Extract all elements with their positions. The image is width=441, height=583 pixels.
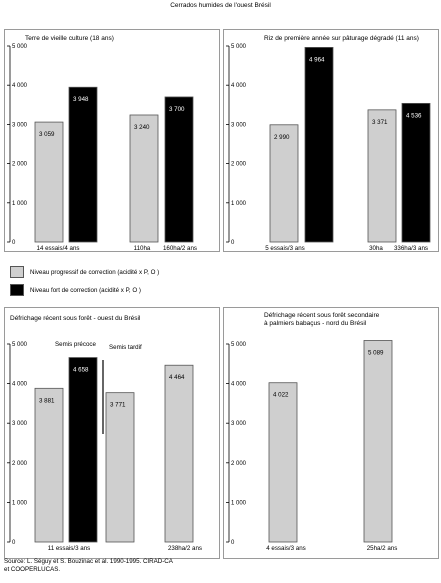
bar [269,124,299,243]
bar [68,86,98,243]
bar [129,114,159,243]
y-tick-label: 1 000 [231,201,247,207]
chart-title: Défrichage récent sous forêt secondaire [264,312,380,319]
legend: Niveau progressif de correction (acidité… [10,265,159,301]
bar-value-label: 3 881 [39,397,55,404]
legend-item-light: Niveau progressif de correction (acidité… [10,265,159,279]
y-tick-label: 0 [231,240,235,246]
legend-label-dark: Niveau fort de correction (acidité x P, … [30,286,141,294]
bar [105,392,135,543]
y-tick-label: 3 000 [231,122,247,128]
source-line-1: Source: L. Séguy et S. Bouzinac et al. 1… [4,558,173,565]
y-tick-label: 0 [12,540,16,546]
bar [304,47,334,243]
chart-annotation: Semis tardif [109,344,142,351]
y-tick-label: 1 000 [231,500,247,506]
chart-title: Terre de vieille culture (18 ans) [25,35,114,42]
bar-value-label: 3 059 [39,131,55,138]
x-tick-label: 11 essais/3 ans [48,545,91,552]
chart-title: Défrichage récent sous forêt - ouest du … [10,315,141,322]
y-tick-label: 1 000 [12,201,28,207]
y-tick-label: 2 000 [231,461,247,467]
bar [401,102,431,243]
x-tick-label: 336ha/3 ans [394,245,428,252]
y-tick-label: 3 000 [12,421,28,427]
y-tick-label: 0 [12,240,16,246]
page-title: Cerrados humides de l'ouest Brésil [170,2,271,9]
y-tick-label: 4 000 [231,83,247,89]
source-note: Source: L. Séguy et S. Bouzinac et al. 1… [4,558,173,574]
chart-2: Riz de première année sur pâturage dégra… [226,35,431,252]
y-tick-label: 0 [231,540,235,546]
y-tick-label: 5 000 [231,342,247,348]
bar [34,121,64,243]
legend-swatch-dark [10,284,24,296]
chart-annotation: Semis précoce [55,341,96,348]
y-tick-label: 3 000 [12,122,28,128]
x-tick-label: 160ha/2 ans [163,245,197,252]
chart-panel-1: Terre de vieille culture (18 ans) 0 1 000 2… [4,29,220,252]
bar-value-label: 2 990 [274,134,290,141]
chart-title: Riz de première année sur pâturage dégra… [264,35,419,42]
chart-3: Défrichage récent sous forêt - ouest du … [7,315,202,552]
chart-4: Défrichage récent sous forêt secondaireà… [226,312,398,552]
x-tick-label: 110ha [134,245,151,252]
chart-panel-2: Riz de première année sur pâturage dégra… [223,29,439,252]
bar [68,357,98,543]
bar [164,364,194,543]
bar [164,96,194,243]
bar-value-label: 4 022 [273,392,289,399]
y-tick-label: 4 000 [12,382,28,388]
bar [367,109,397,243]
bar [268,382,298,543]
bar-value-label: 3 700 [169,106,185,113]
chart-subtitle: à palmiers babaçus - nord du Brésil [264,320,367,327]
bar [363,340,393,543]
legend-label-light: Niveau progressif de correction (acidité… [30,268,160,276]
x-tick-label: 238ha/2 ans [168,545,202,552]
y-tick-label: 3 000 [231,421,247,427]
chart-panel-3: Défrichage récent sous forêt - ouest du … [4,307,220,559]
legend-swatch-light [10,266,24,278]
bar-value-label: 4 464 [169,374,185,381]
y-tick-label: 5 000 [12,44,28,50]
y-tick-label: 5 000 [12,342,28,348]
bar-value-label: 4 658 [73,367,89,374]
source-line-2: et COOPERLUCAS. [4,566,61,573]
y-tick-label: 2 000 [12,461,28,467]
y-tick-label: 4 000 [12,83,28,89]
bar-value-label: 5 089 [368,349,384,356]
bar-value-label: 3 771 [110,402,126,409]
x-tick-label: 5 essais/3 ans [265,245,305,252]
y-tick-label: 2 000 [12,162,28,168]
y-tick-label: 4 000 [231,382,247,388]
legend-item-dark: Niveau fort de correction (acidité x P, … [10,283,159,297]
bar-value-label: 3 371 [372,119,388,126]
y-tick-label: 2 000 [231,162,247,168]
x-tick-label: 14 essais/4 ans [37,245,80,252]
chart-1: Terre de vieille culture (18 ans) 0 1 000 2… [7,35,197,252]
x-tick-label: 25ha/2 ans [367,545,398,552]
y-tick-label: 5 000 [231,44,247,50]
bar-value-label: 4 964 [309,56,325,63]
x-tick-label: 30ha [369,245,383,252]
bar-value-label: 3 948 [73,96,89,103]
chart-panel-4: Défrichage récent sous forêt secondaire à… [223,307,439,559]
y-tick-label: 1 000 [12,500,28,506]
bar-value-label: 3 240 [134,124,150,131]
x-tick-label: 4 essais/3 ans [266,545,306,552]
bar-value-label: 4 536 [406,112,422,119]
bar [34,387,64,543]
